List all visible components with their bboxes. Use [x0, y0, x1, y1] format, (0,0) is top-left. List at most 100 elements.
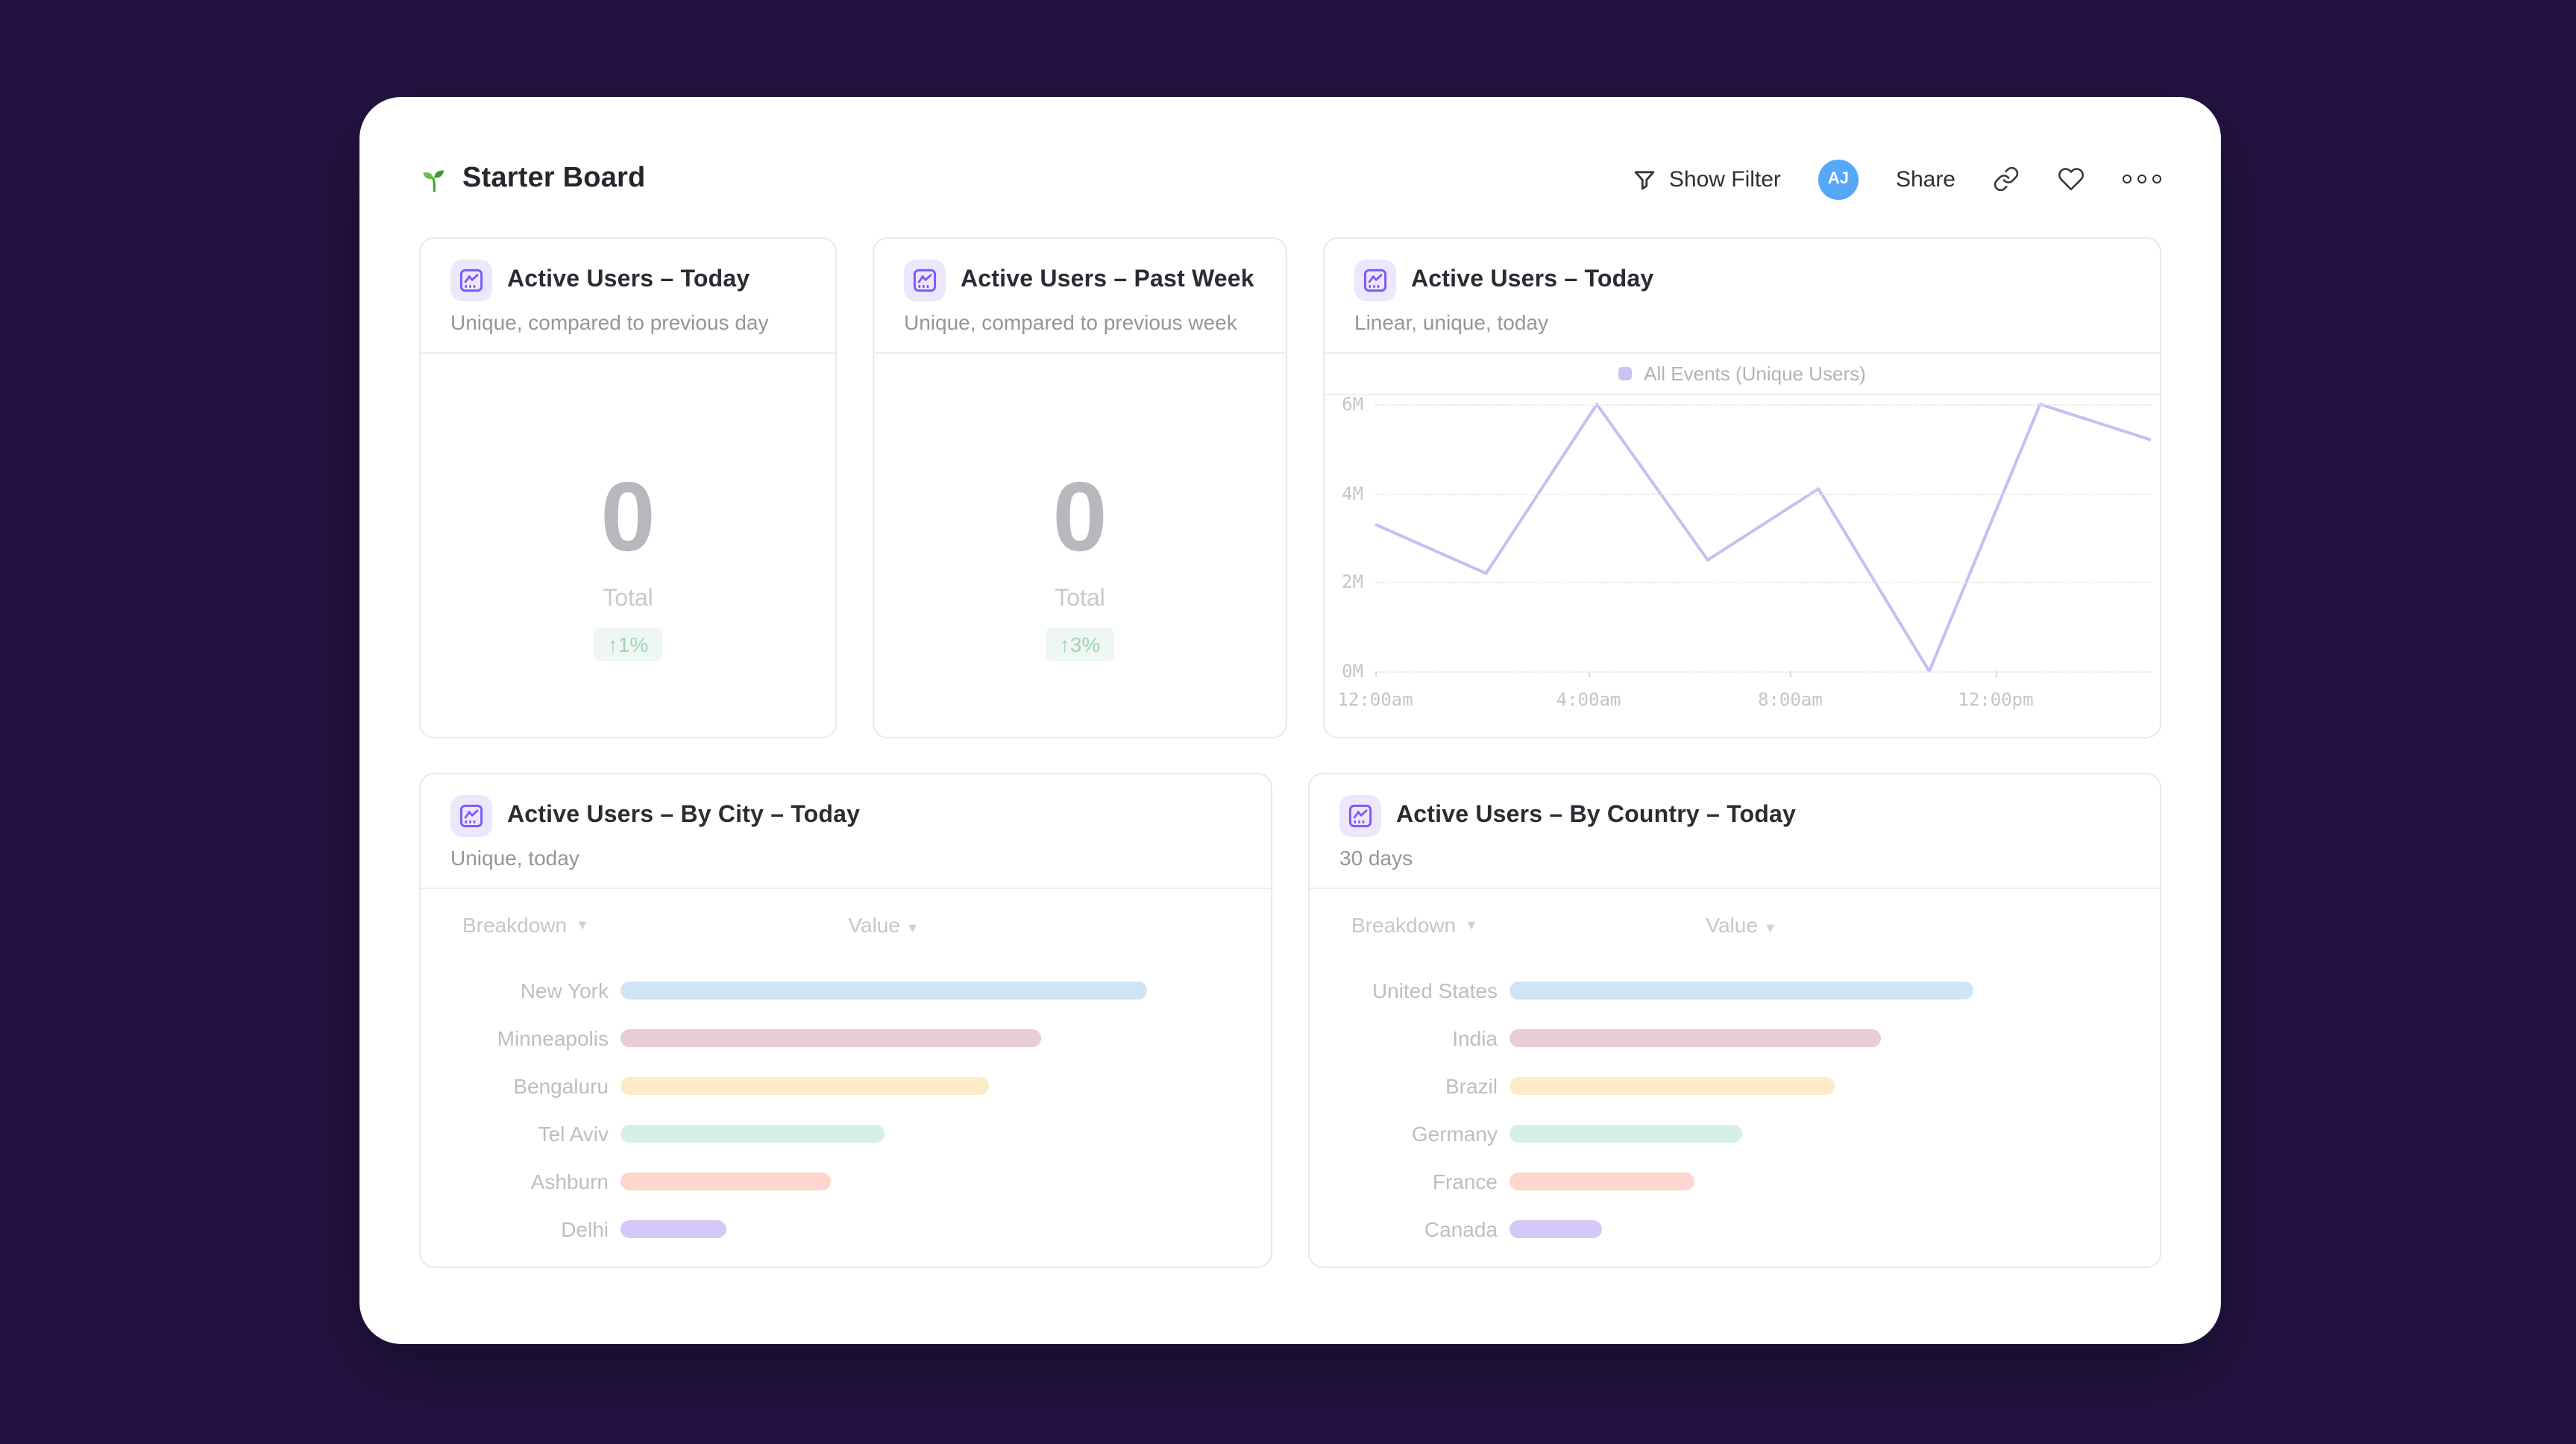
favorite-button[interactable] — [2057, 166, 2085, 192]
breakdown-row[interactable]: Tel Aviv — [421, 1110, 1271, 1158]
breakdown-body: Breakdown ▼ Value ▼ United States India Bra… — [1310, 889, 2160, 1253]
x-tick — [1790, 671, 1792, 677]
share-button[interactable]: Share — [1896, 166, 1955, 192]
bar[interactable] — [621, 1125, 884, 1143]
board-title-group: Starter Board — [419, 163, 645, 195]
bar-track — [621, 1125, 1147, 1143]
bar[interactable] — [621, 982, 1147, 999]
bar[interactable] — [1510, 982, 1973, 999]
kpi-total-label: Total — [603, 586, 653, 612]
show-filter-button[interactable]: Show Filter — [1632, 166, 1781, 192]
value-column-header[interactable]: Value ▼ — [848, 913, 920, 937]
kpi-body: 0 Total ↑1% — [421, 354, 835, 737]
legend-label: All Events (Unique Users) — [1644, 362, 1866, 385]
card-active-users-line-chart[interactable]: Active Users – Today Linear, unique, tod… — [1323, 237, 2161, 738]
cards-row-2: Active Users – By City – Today Unique, t… — [419, 773, 2161, 1268]
more-options-button[interactable] — [2123, 175, 2161, 183]
bar[interactable] — [1510, 1173, 1695, 1190]
breakdown-row[interactable]: Minneapolis — [421, 1014, 1271, 1062]
card-title: Active Users – Today — [1411, 267, 1654, 292]
seedling-icon — [419, 164, 449, 194]
card-header: Active Users – By City – Today Unique, t… — [421, 774, 1271, 889]
breakdown-row-label: Delhi — [561, 1217, 609, 1241]
bar-track — [621, 1220, 1147, 1238]
line-series — [1375, 404, 2151, 671]
y-tick-label: 0M — [1342, 661, 1363, 682]
bar-track — [1510, 1220, 1973, 1238]
breakdown-row[interactable]: Germany — [1310, 1110, 2160, 1158]
bar-track — [1510, 1125, 1973, 1143]
breakdown-column-header[interactable]: Breakdown ▼ — [1351, 913, 1478, 937]
breakdown-rows: New York Minneapolis Bengaluru Tel Aviv Ashb… — [421, 967, 1271, 1253]
card-active-users-today[interactable]: Active Users – Today Unique, compared to… — [419, 237, 837, 738]
breakdown-row[interactable]: United States — [1310, 967, 2160, 1014]
avatar[interactable]: AJ — [1818, 159, 1859, 199]
card-active-users-by-city[interactable]: Active Users – By City – Today Unique, t… — [419, 773, 1272, 1268]
breakdown-row[interactable]: France — [1310, 1158, 2160, 1205]
chart-badge-icon — [1339, 795, 1381, 837]
bar[interactable] — [1510, 1029, 1881, 1047]
x-tick — [1375, 671, 1377, 677]
bar-track — [1510, 1173, 1973, 1190]
breakdown-row[interactable]: Ashburn — [421, 1158, 1271, 1205]
bar-track — [621, 982, 1147, 999]
card-active-users-by-country[interactable]: Active Users – By Country – Today 30 day… — [1308, 773, 2161, 1268]
header-actions: Show Filter AJ Share — [1595, 159, 2161, 199]
legend-swatch — [1618, 367, 1633, 380]
x-tick-label: 12:00am — [1337, 689, 1413, 710]
card-active-users-past-week[interactable]: Active Users – Past Week Unique, compare… — [873, 237, 1287, 738]
breakdown-row[interactable]: India — [1310, 1014, 2160, 1062]
card-subtitle: Unique, compared to previous day — [450, 310, 769, 334]
breakdown-row-label: Canada — [1424, 1217, 1498, 1241]
chevron-down-icon: ▼ — [1465, 917, 1478, 932]
breakdown-row[interactable]: Brazil — [1310, 1062, 2160, 1110]
chart-legend: All Events (Unique Users) — [1325, 354, 2160, 395]
line-chart[interactable]: 6M 4M 2M 0M 12:00am 4:00am 8:00am 12:00pm — [1325, 394, 2160, 737]
chart-badge-icon — [1354, 260, 1396, 301]
card-header: Active Users – Today Unique, compared to… — [421, 239, 835, 354]
share-label: Share — [1895, 166, 1955, 192]
plot-area: 12:00am 4:00am 8:00am 12:00pm — [1337, 404, 2151, 710]
bar[interactable] — [1510, 1077, 1835, 1095]
card-subtitle: 30 days — [1339, 846, 1413, 870]
kpi-total-label: Total — [1055, 586, 1105, 612]
chevron-down-icon: ▼ — [1763, 920, 1777, 935]
page-title: Starter Board — [462, 163, 646, 194]
copy-link-button[interactable] — [1993, 166, 2020, 192]
bar[interactable] — [1510, 1125, 1741, 1143]
kpi-value: 0 — [1052, 461, 1108, 571]
breakdown-row-label: Brazil — [1445, 1074, 1498, 1098]
kpi-delta-badge: ↑1% — [594, 628, 662, 661]
card-subtitle: Unique, today — [450, 846, 579, 870]
card-title: Active Users – Today — [507, 267, 750, 292]
breakdown-column-header[interactable]: Breakdown ▼ — [462, 913, 589, 937]
chart-badge-icon — [450, 795, 492, 837]
bar[interactable] — [621, 1029, 1042, 1047]
breakdown-row-label: France — [1432, 1170, 1498, 1193]
x-tick — [1996, 671, 1997, 677]
gridline — [1375, 493, 2151, 495]
bar[interactable] — [1510, 1220, 1603, 1238]
card-subtitle: Unique, compared to previous week — [904, 310, 1237, 334]
bar[interactable] — [621, 1077, 990, 1095]
breakdown-row-label: Tel Aviv — [538, 1122, 609, 1146]
bar[interactable] — [621, 1173, 832, 1190]
breakdown-row[interactable]: Bengaluru — [421, 1062, 1271, 1110]
gridline — [1375, 671, 2151, 673]
breakdown-row[interactable]: Delhi — [421, 1205, 1271, 1253]
kpi-body: 0 Total ↑3% — [874, 354, 1286, 737]
card-header: Active Users – By Country – Today 30 day… — [1310, 774, 2160, 889]
breakdown-columns: Breakdown ▼ Value ▼ — [421, 907, 1271, 949]
bar[interactable] — [621, 1220, 726, 1238]
panel-header: Starter Board Show Filter AJ Share — [419, 151, 2161, 207]
breakdown-row[interactable]: New York — [421, 967, 1271, 1014]
breakdown-row-label: Minneapolis — [497, 1026, 609, 1050]
breakdown-columns: Breakdown ▼ Value ▼ — [1310, 907, 2160, 949]
value-column-header[interactable]: Value ▼ — [1706, 913, 1777, 937]
bar-track — [621, 1029, 1147, 1047]
card-header: Active Users – Today Linear, unique, tod… — [1325, 239, 2160, 354]
breakdown-row[interactable]: Canada — [1310, 1205, 2160, 1253]
bar-track — [1510, 1029, 1973, 1047]
y-tick-label: 2M — [1342, 571, 1363, 593]
